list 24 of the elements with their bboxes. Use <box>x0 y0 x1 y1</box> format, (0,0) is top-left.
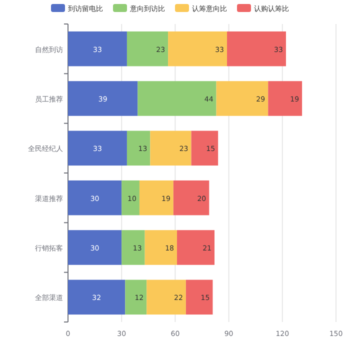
bar <box>139 180 174 216</box>
bar <box>173 180 210 216</box>
bar <box>146 280 186 315</box>
bar <box>68 31 127 66</box>
bar <box>125 280 147 315</box>
bar <box>126 130 150 166</box>
bar <box>191 130 218 166</box>
bar <box>68 180 122 216</box>
bar <box>268 81 302 116</box>
bar <box>68 130 127 166</box>
bar <box>126 31 168 66</box>
bar <box>68 81 138 116</box>
bar <box>138 81 216 116</box>
bar <box>176 230 215 265</box>
bar <box>216 81 268 116</box>
bar <box>68 230 122 265</box>
bar <box>168 31 228 66</box>
bar <box>122 180 140 216</box>
bar <box>144 230 177 265</box>
bar <box>186 280 213 315</box>
bar <box>68 280 126 315</box>
bar <box>227 31 286 66</box>
bar <box>122 230 145 265</box>
bar <box>150 130 192 166</box>
